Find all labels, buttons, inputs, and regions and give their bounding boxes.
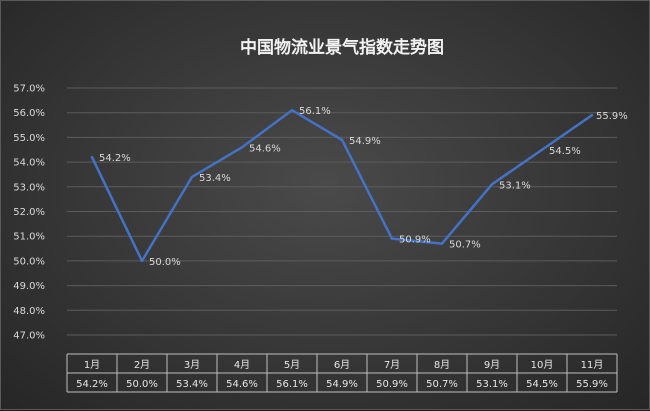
data-label: 54.2%: [99, 153, 131, 164]
y-tick-label: 55.0%: [13, 133, 45, 144]
y-tick-label: 51.0%: [13, 232, 45, 243]
table-value-cell: 56.1%: [276, 379, 308, 390]
data-point: [140, 259, 144, 263]
chart-title: 中国物流业景气指数走势图: [240, 37, 444, 58]
y-tick-label: 49.0%: [13, 281, 45, 292]
series-line-layer: [90, 108, 594, 263]
table-value-cell: 50.7%: [426, 379, 458, 390]
x-category-label: 10月: [531, 359, 554, 371]
data-label: 50.9%: [399, 235, 431, 246]
x-category-label: 5月: [284, 359, 300, 371]
data-label: 56.1%: [299, 106, 331, 117]
table-value-cell: 50.9%: [376, 379, 408, 390]
data-point: [540, 148, 544, 151]
table-value-cell: 53.1%: [476, 379, 508, 390]
y-tick-label: 57.0%: [13, 84, 45, 95]
x-category-label: 1月: [84, 359, 100, 371]
data-point: [90, 155, 94, 159]
data-point: [440, 242, 444, 245]
data-point: [240, 146, 244, 149]
data-label: 50.0%: [149, 257, 181, 268]
data-point: [290, 109, 294, 112]
x-category-label: 2月: [134, 359, 150, 371]
table-value-cell: 55.9%: [576, 379, 608, 390]
x-category-label: 9月: [484, 359, 500, 371]
data-point: [390, 237, 394, 240]
y-tick-label: 47.0%: [13, 331, 45, 342]
table-value-cell: 54.9%: [326, 379, 358, 390]
data-point: [590, 113, 594, 117]
table-value-cell: 53.4%: [176, 379, 208, 390]
gridlines: [67, 87, 617, 336]
x-category-label: 4月: [234, 359, 250, 371]
y-tick-label: 50.0%: [13, 256, 45, 267]
data-label: 54.6%: [249, 143, 281, 154]
x-category-label: 3月: [184, 359, 200, 371]
data-label: 54.9%: [349, 136, 381, 147]
y-tick-label: 52.0%: [13, 207, 45, 218]
data-label: 55.9%: [596, 111, 628, 122]
table-value-cell: 50.0%: [126, 379, 158, 390]
table-value-cell: 54.2%: [76, 379, 108, 390]
x-category-label: 8月: [434, 359, 450, 371]
data-point: [340, 138, 344, 142]
data-label: 50.7%: [449, 240, 481, 251]
data-point: [490, 183, 494, 186]
data-labels: 54.2% 50.0% 53.4% 54.6% 56.1% 54.9% 50.9% 50.7%…: [99, 106, 628, 268]
x-category-label: 6月: [334, 359, 350, 371]
data-table: 1月 54.2% 2月 50.0% 3月 53.4% 4月 54.6% 5月 56.1% 6月 54.…: [66, 353, 618, 393]
table-value-cell: 54.5%: [526, 379, 558, 390]
y-axis-ticks: 47.0% 48.0% 49.0% 50.0% 51.0% 52.0% 53.0% 54.0%…: [13, 84, 45, 342]
y-tick-label: 54.0%: [13, 158, 45, 169]
y-tick-label: 53.0%: [13, 182, 45, 193]
data-label: 54.5%: [549, 146, 581, 157]
x-category-label: 7月: [384, 359, 400, 371]
x-category-label: 11月: [581, 359, 604, 371]
data-label: 53.4%: [199, 173, 231, 184]
data-label: 53.1%: [499, 180, 531, 191]
table-value-cell: 54.6%: [226, 379, 258, 390]
y-tick-label: 56.0%: [13, 108, 45, 119]
data-point: [190, 175, 194, 179]
y-tick-label: 48.0%: [13, 306, 45, 317]
